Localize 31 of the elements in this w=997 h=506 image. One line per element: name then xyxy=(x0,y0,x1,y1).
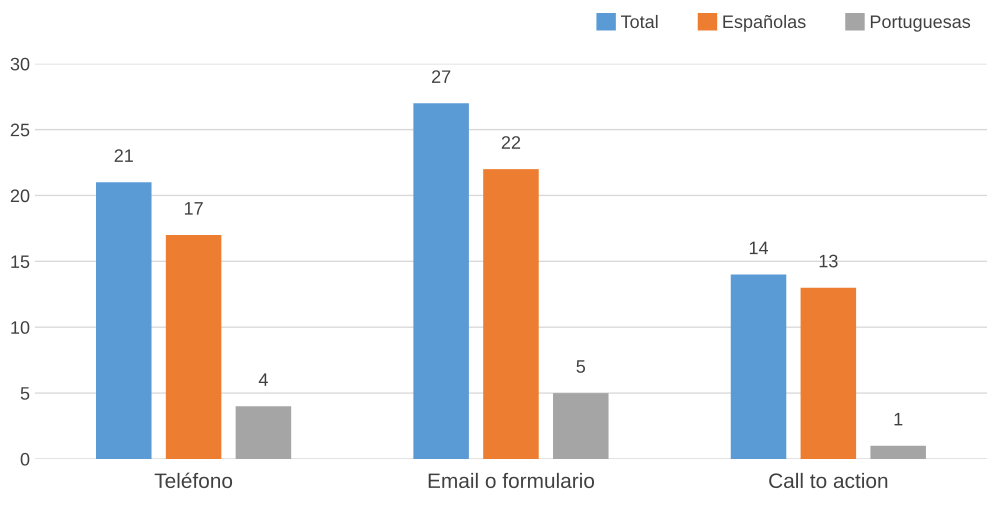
bar xyxy=(236,406,292,459)
data-label: 27 xyxy=(432,70,450,83)
bar xyxy=(96,182,152,459)
legend-label: Portuguesas xyxy=(870,16,970,32)
y-tick-label: 30 xyxy=(10,58,30,70)
y-tick-label: 5 xyxy=(20,387,30,400)
y-tick-label: 15 xyxy=(11,255,30,268)
data-label: 17 xyxy=(184,202,203,215)
bar xyxy=(413,103,469,459)
data-label: 22 xyxy=(502,136,520,149)
bar xyxy=(870,446,926,459)
data-label: 13 xyxy=(820,254,838,268)
y-tick-label: 20 xyxy=(10,189,30,202)
legend-label: Total xyxy=(620,14,658,28)
bar xyxy=(553,393,609,459)
y-tick-label: 25 xyxy=(10,124,30,136)
data-label: 21 xyxy=(114,149,133,162)
y-tick-label: 10 xyxy=(11,321,30,334)
x-tick-label: Email o formulario xyxy=(428,472,594,488)
legend-label: Españolas xyxy=(723,14,806,32)
x-tick-label: Call to action xyxy=(769,472,888,488)
x-tick-label: Teléfono xyxy=(154,472,232,488)
bar xyxy=(483,169,539,459)
bar xyxy=(800,288,856,459)
data-label: 1 xyxy=(894,412,902,426)
data-label: 4 xyxy=(258,373,268,386)
bar xyxy=(730,274,786,459)
bar xyxy=(166,235,222,459)
data-label: 14 xyxy=(750,242,768,254)
y-tick-label: 0 xyxy=(20,452,30,466)
data-label: 5 xyxy=(576,360,586,373)
